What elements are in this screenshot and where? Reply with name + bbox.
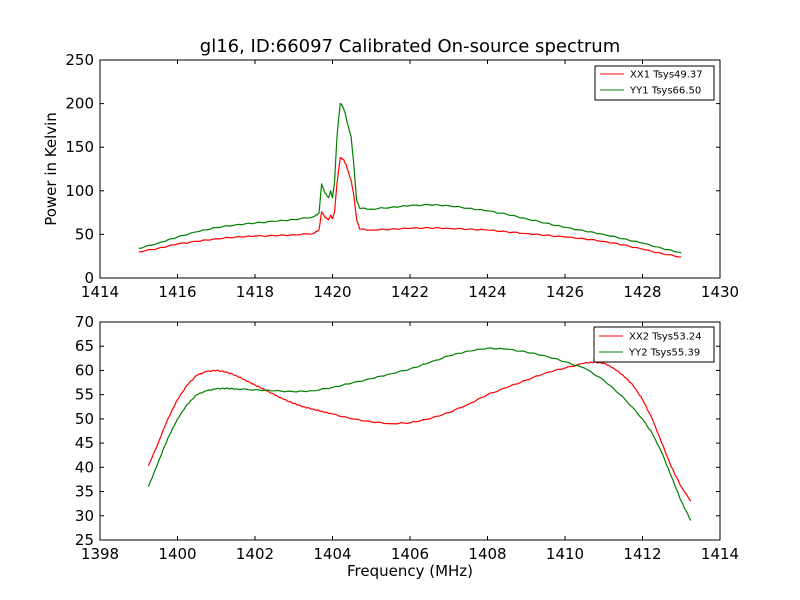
top-ytick-label: 150 (65, 138, 94, 156)
bottom-legend-label-xx2: XX2 Tsys53.24 (629, 332, 702, 343)
bottom-series-line-0 (147, 361, 692, 502)
top-xtick-label: 1426 (546, 283, 584, 301)
bottom-xtick-label: 1410 (546, 545, 584, 563)
top-series-line-0 (138, 157, 682, 258)
bottom-ytick-label: 35 (75, 483, 94, 501)
top-plot: Power in Kelvin 1414 1416 1418 1420 1422 1424… (42, 51, 739, 301)
bottom-ytick-label: 60 (75, 361, 94, 379)
bottom-xtick-label: 1398 (81, 545, 119, 563)
top-ytick-label: 50 (75, 225, 94, 243)
bottom-series-line-1 (147, 347, 692, 521)
bottom-ytick-label: 30 (75, 507, 94, 525)
bottom-xtick-label: 1402 (236, 545, 274, 563)
figure-xlabel: Frequency (MHz) (347, 562, 473, 580)
top-series-line-1 (138, 102, 682, 254)
top-plot-series (138, 102, 682, 258)
top-ytick-label: 200 (65, 95, 94, 113)
figure-title: gl16, ID:66097 Calibrated On-source spec… (200, 36, 620, 57)
bottom-legend-label-yy2: YY2 Tsys55.39 (628, 348, 700, 359)
top-legend-label-yy1: YY1 Tsys66.50 (629, 86, 701, 97)
bottom-ytick-label: 45 (75, 434, 94, 452)
bottom-ytick-label: 55 (75, 386, 94, 404)
top-xtick-label: 1418 (236, 283, 274, 301)
bottom-xtick-label: 1406 (391, 545, 429, 563)
top-xtick-label: 1422 (391, 283, 429, 301)
bottom-plot: 1398 1400 1402 1404 1406 1408 1410 1412 1414 25 30… (75, 313, 739, 580)
top-plot-ticks: 1414 1416 1418 1420 1422 1424 1426 1428 1430 0 50 1… (65, 51, 739, 301)
bottom-xtick-label: 1404 (313, 545, 351, 563)
top-legend-label-xx1: XX1 Tsys49.37 (630, 70, 703, 81)
top-xtick-label: 1416 (158, 283, 196, 301)
bottom-ytick-label: 65 (75, 337, 94, 355)
bottom-plot-legend: XX2 Tsys53.24 YY2 Tsys55.39 (593, 326, 715, 363)
top-ytick-label: 0 (84, 269, 94, 287)
top-plot-legend: XX1 Tsys49.37 YY1 Tsys66.50 (594, 65, 715, 101)
top-plot-frame (99, 59, 721, 279)
bottom-plot-series (147, 347, 692, 521)
bottom-plot-frame (99, 321, 721, 541)
top-xtick-label: 1424 (468, 283, 506, 301)
top-legend-box (594, 65, 715, 101)
bottom-ytick-label: 40 (75, 458, 94, 476)
top-ytick-label: 100 (65, 182, 94, 200)
bottom-ytick-label: 25 (75, 531, 94, 549)
top-xtick-label: 1414 (81, 283, 119, 301)
top-ytick-label: 250 (65, 51, 94, 69)
bottom-legend-box (593, 326, 715, 363)
top-plot-ylabel: Power in Kelvin (42, 112, 60, 226)
bottom-xtick-label: 1408 (468, 545, 506, 563)
top-xtick-label: 1428 (623, 283, 661, 301)
bottom-xtick-label: 1414 (701, 545, 739, 563)
top-xtick-label: 1420 (313, 283, 351, 301)
bottom-xtick-label: 1412 (623, 545, 661, 563)
top-xtick-label: 1430 (701, 283, 739, 301)
bottom-xtick-label: 1400 (158, 545, 196, 563)
bottom-ytick-label: 50 (75, 410, 94, 428)
bottom-ytick-label: 70 (75, 313, 94, 331)
